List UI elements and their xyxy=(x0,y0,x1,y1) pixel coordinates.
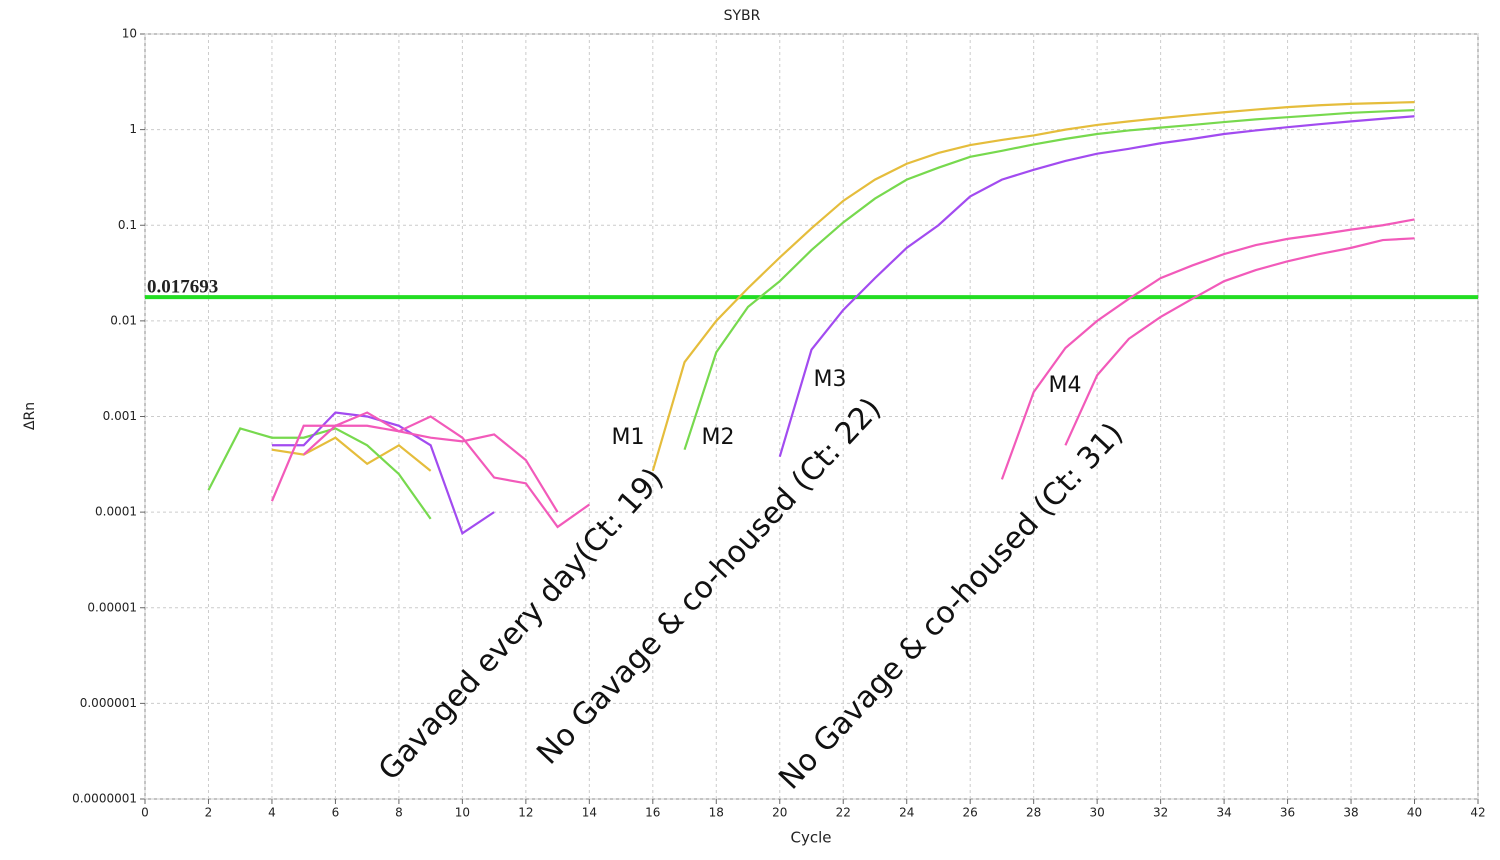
x-tick-label: 2 xyxy=(205,806,213,820)
series-line xyxy=(302,237,1415,513)
chart-title: SYBR xyxy=(724,8,761,24)
x-tick-label: 16 xyxy=(645,806,660,820)
x-tick-label: 8 xyxy=(395,806,403,820)
series-label: M3 xyxy=(814,367,847,392)
x-tick-label: 40 xyxy=(1407,806,1422,820)
series-label: M4 xyxy=(1049,373,1082,398)
x-tick-label: 18 xyxy=(709,806,724,820)
y-tick-label: 0.0000001 xyxy=(72,792,137,806)
x-tick-label: 26 xyxy=(963,806,978,820)
series-line xyxy=(271,101,1415,472)
x-tick-label: 42 xyxy=(1470,806,1485,820)
x-tick-label: 28 xyxy=(1026,806,1041,820)
y-tick-label: 0.01 xyxy=(110,313,137,327)
y-axis-label: ΔRn xyxy=(22,402,38,430)
y-tick-label: 0.001 xyxy=(103,409,137,423)
x-tick-label: 4 xyxy=(268,806,276,820)
x-tick-label: 10 xyxy=(455,806,470,820)
x-tick-label: 36 xyxy=(1280,806,1295,820)
y-tick-label: 0.1 xyxy=(118,218,137,232)
x-tick-label: 34 xyxy=(1216,806,1231,820)
x-tick-label: 6 xyxy=(332,806,340,820)
x-tick-label: 24 xyxy=(899,806,914,820)
x-tick-label: 22 xyxy=(836,806,851,820)
series-label: M1 xyxy=(612,425,645,450)
y-tick-label: 1 xyxy=(129,122,137,136)
x-axis-label: Cycle xyxy=(791,829,832,847)
series-label: M2 xyxy=(702,425,735,450)
y-tick-label: 0.000001 xyxy=(80,696,137,710)
y-tick-label: 0.00001 xyxy=(87,600,137,614)
x-tick-label: 12 xyxy=(518,806,533,820)
x-tick-label: 14 xyxy=(582,806,597,820)
x-tick-label: 0 xyxy=(141,806,149,820)
x-tick-label: 30 xyxy=(1090,806,1105,820)
y-tick-label: 0.0001 xyxy=(95,505,137,519)
threshold-label: 0.017693 xyxy=(147,277,218,298)
series-line xyxy=(270,218,1415,529)
x-tick-label: 20 xyxy=(772,806,787,820)
x-tick-label: 38 xyxy=(1343,806,1358,820)
x-tick-label: 32 xyxy=(1153,806,1168,820)
series-line xyxy=(207,109,1415,520)
y-tick-label: 10 xyxy=(122,27,137,41)
